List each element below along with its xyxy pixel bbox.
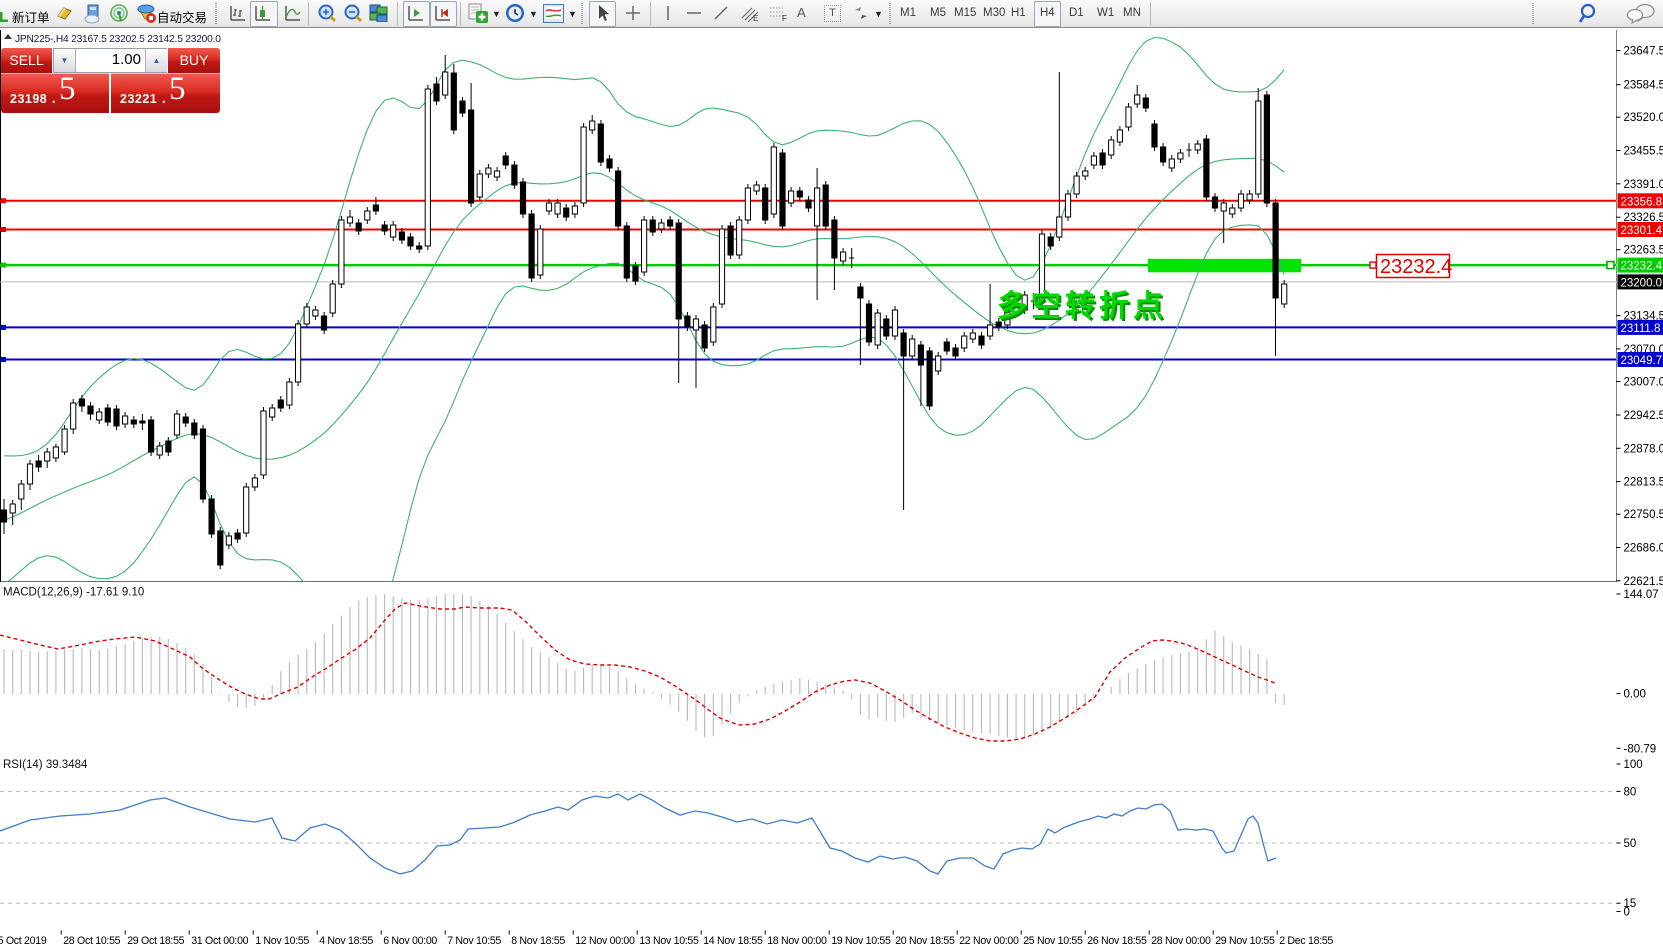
svg-text:23356.8: 23356.8 <box>1621 196 1663 208</box>
svg-text:23134.5: 23134.5 <box>1624 311 1663 323</box>
svg-text:26 Nov 18:55: 26 Nov 18:55 <box>1087 935 1147 947</box>
svg-text:12 Nov 00:00: 12 Nov 00:00 <box>575 935 635 947</box>
svg-text:多空转折点: 多空转折点 <box>997 290 1167 323</box>
svg-text:23455.5: 23455.5 <box>1624 146 1663 158</box>
svg-text:22942.5: 22942.5 <box>1624 410 1663 422</box>
svg-text:6 Nov 00:00: 6 Nov 00:00 <box>383 935 437 947</box>
svg-text:23647.5: 23647.5 <box>1624 46 1663 58</box>
svg-text:23584.5: 23584.5 <box>1624 80 1663 92</box>
svg-text:22 Nov 00:00: 22 Nov 00:00 <box>959 935 1019 947</box>
svg-text:JPN225-,H4 23167.5 23202.5 23: JPN225-,H4 23167.5 23202.5 23142.5 23200… <box>15 34 221 45</box>
svg-text:23200.0: 23200.0 <box>1621 277 1663 289</box>
svg-text:29 Nov 10:55: 29 Nov 10:55 <box>1215 935 1275 947</box>
svg-text:50: 50 <box>1624 838 1637 850</box>
svg-text:23232.4: 23232.4 <box>1380 256 1452 278</box>
svg-text:13 Nov 10:55: 13 Nov 10:55 <box>639 935 699 947</box>
svg-text:22878.0: 22878.0 <box>1624 443 1663 455</box>
svg-text:14 Nov 18:55: 14 Nov 18:55 <box>703 935 763 947</box>
svg-text:20 Nov 18:55: 20 Nov 18:55 <box>895 935 955 947</box>
svg-text:18 Nov 00:00: 18 Nov 00:00 <box>767 935 827 947</box>
svg-text:25 Oct 2019: 25 Oct 2019 <box>0 935 47 947</box>
svg-text:23007.0: 23007.0 <box>1624 377 1663 389</box>
svg-text:80: 80 <box>1624 786 1637 798</box>
svg-text:144.07: 144.07 <box>1624 589 1659 601</box>
svg-text:F: F <box>782 14 787 22</box>
svg-text:2 Dec 18:55: 2 Dec 18:55 <box>1279 935 1333 947</box>
svg-text:23326.5: 23326.5 <box>1624 212 1663 224</box>
svg-text:23232.4: 23232.4 <box>1621 261 1663 273</box>
svg-text:MACD(12,26,9) -17.61 9.10: MACD(12,26,9) -17.61 9.10 <box>3 587 144 599</box>
svg-text:0: 0 <box>1624 907 1630 919</box>
svg-text:7 Nov 10:55: 7 Nov 10:55 <box>447 935 501 947</box>
svg-text:23301.4: 23301.4 <box>1621 225 1663 237</box>
svg-text:4 Nov 18:55: 4 Nov 18:55 <box>319 935 373 947</box>
svg-text:-80.79: -80.79 <box>1624 743 1657 755</box>
svg-text:22686.0: 22686.0 <box>1624 543 1663 555</box>
svg-text:E: E <box>753 14 758 22</box>
svg-text:22621.5: 22621.5 <box>1624 576 1663 588</box>
svg-text:28 Oct 10:55: 28 Oct 10:55 <box>63 935 120 947</box>
svg-text:28 Nov 00:00: 28 Nov 00:00 <box>1151 935 1211 947</box>
svg-text:100: 100 <box>1624 759 1643 771</box>
svg-text:8 Nov 18:55: 8 Nov 18:55 <box>511 935 565 947</box>
svg-text:1 Nov 10:55: 1 Nov 10:55 <box>255 935 309 947</box>
svg-text:0.00: 0.00 <box>1624 689 1646 701</box>
svg-text:23391.0: 23391.0 <box>1624 179 1663 191</box>
svg-text:15: 15 <box>1624 898 1637 910</box>
svg-text:29 Oct 18:55: 29 Oct 18:55 <box>127 935 184 947</box>
svg-text:25 Nov 10:55: 25 Nov 10:55 <box>1023 935 1083 947</box>
svg-text:19 Nov 10:55: 19 Nov 10:55 <box>831 935 891 947</box>
svg-text:23111.8: 23111.8 <box>1621 323 1661 335</box>
svg-text:23049.7: 23049.7 <box>1621 355 1663 367</box>
svg-text:22750.5: 22750.5 <box>1624 509 1663 521</box>
svg-text:22813.5: 22813.5 <box>1624 477 1663 489</box>
svg-text:多空转折点: 多空转折点 <box>999 292 1169 325</box>
svg-text:23520.0: 23520.0 <box>1624 112 1663 124</box>
svg-text:23263.5: 23263.5 <box>1624 245 1663 257</box>
svg-text:RSI(14) 39.3484: RSI(14) 39.3484 <box>3 759 88 771</box>
svg-text:31 Oct 00:00: 31 Oct 00:00 <box>191 935 248 947</box>
